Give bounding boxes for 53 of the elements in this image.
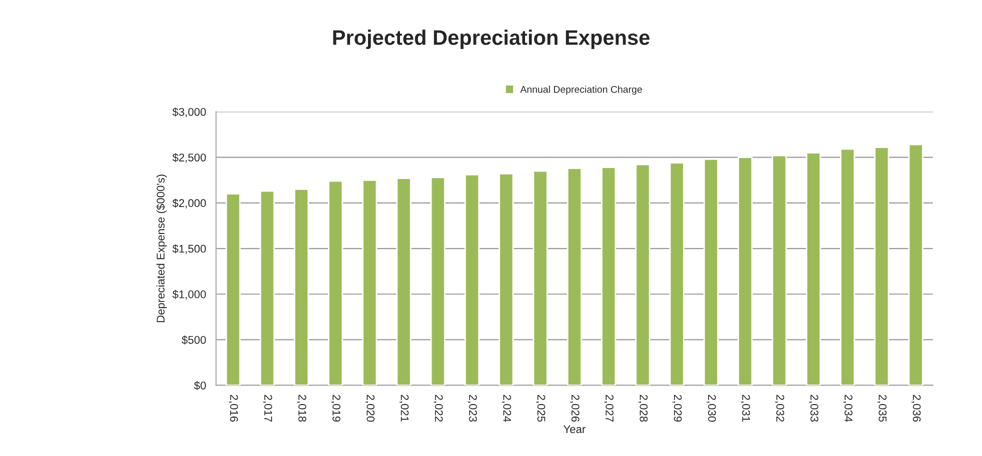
bar — [738, 156, 753, 386]
y-tick-label: $1,500 — [172, 244, 206, 254]
x-tick-label: 2,018 — [297, 394, 306, 422]
x-tick-label: 2,034 — [843, 394, 852, 422]
bar — [772, 154, 787, 386]
bar — [703, 158, 719, 386]
y-tick-label: $2,000 — [172, 198, 206, 208]
x-tick-label: 2,023 — [468, 394, 477, 422]
x-tick-label: 2,035 — [877, 394, 887, 422]
x-tick-label: 2,025 — [536, 394, 546, 422]
bar — [806, 152, 821, 386]
y-tick-label: $3,000 — [172, 108, 206, 118]
bar — [226, 193, 241, 386]
x-tick-label: 2,016 — [228, 394, 238, 422]
bar — [908, 144, 924, 386]
x-tick-label: 2,032 — [774, 394, 784, 422]
x-tick-label: 2,028 — [638, 394, 648, 422]
legend-label: Annual Depreciation Charge — [520, 86, 642, 95]
x-tick-label: 2,024 — [502, 394, 512, 422]
bar — [669, 162, 684, 386]
bar — [260, 190, 275, 386]
x-tick-label: 2,020 — [365, 394, 375, 422]
x-tick-label: 2,027 — [604, 394, 614, 422]
bar — [566, 168, 582, 386]
y-tick-label: $1,000 — [172, 290, 206, 300]
bar — [532, 170, 548, 386]
x-tick-label: 2,030 — [706, 394, 716, 422]
y-axis-title: Depreciated Expense ($000's) — [156, 174, 167, 322]
x-tick-label: 2,022 — [434, 394, 443, 422]
y-tick-label: $500 — [182, 336, 206, 345]
bar — [328, 180, 344, 386]
x-tick-label: 2,033 — [809, 394, 818, 422]
bar — [601, 166, 616, 386]
x-tick-label: 2,029 — [672, 394, 682, 422]
bar — [874, 146, 890, 386]
bar — [294, 188, 309, 386]
chart-title: Projected Depreciation Expense — [333, 30, 650, 50]
x-tick-label: 2,026 — [570, 394, 580, 422]
bar — [430, 176, 446, 386]
x-tick-label: 2,031 — [740, 394, 750, 422]
bar — [362, 179, 378, 386]
x-tick-label: 2,036 — [912, 394, 921, 422]
y-tick-label: $2,500 — [172, 153, 206, 163]
bar — [840, 148, 856, 386]
bar — [464, 174, 480, 386]
bar — [498, 173, 514, 386]
x-axis-title: Year — [563, 425, 586, 434]
x-tick-label: 2,021 — [399, 394, 409, 422]
y-tick-label: $0 — [194, 381, 206, 390]
bar — [635, 164, 650, 386]
bar — [396, 178, 412, 386]
x-tick-label: 2,019 — [331, 394, 340, 422]
x-tick-label: 2,017 — [262, 394, 272, 422]
